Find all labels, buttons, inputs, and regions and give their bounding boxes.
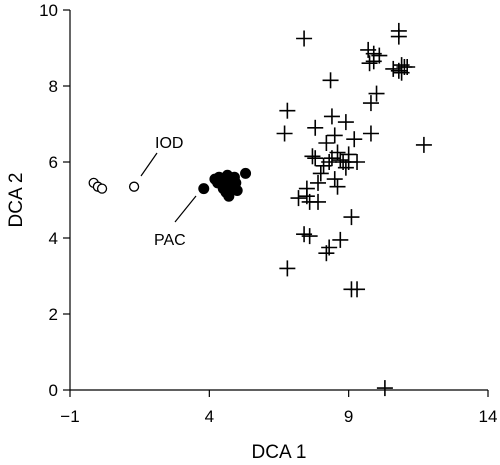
filled-circle-point — [240, 167, 252, 179]
iod-label: IOD — [155, 135, 183, 152]
plus-point — [415, 136, 432, 153]
y-tick-label: 0 — [49, 381, 58, 400]
y-tick-label: 4 — [49, 229, 58, 248]
filled-circle-point — [198, 183, 210, 195]
plus-point — [323, 108, 340, 125]
plus-point — [346, 131, 363, 148]
plus-point — [279, 260, 296, 277]
plus-point — [329, 178, 346, 195]
plus-point — [390, 28, 407, 45]
x-tick-label: 14 — [479, 407, 498, 426]
plus-point — [310, 193, 327, 210]
plus-point — [307, 150, 324, 167]
open-circle-point — [128, 181, 140, 192]
y-axis-title: DCA 2 — [6, 173, 27, 228]
plus-point — [362, 95, 379, 112]
plus-point — [376, 380, 393, 397]
plus-point — [368, 85, 385, 102]
plot-marks — [88, 22, 432, 397]
plus-point — [361, 55, 378, 72]
plus-point — [332, 231, 349, 248]
plus-point — [304, 148, 321, 165]
plus-point — [318, 135, 335, 151]
plus-point — [301, 228, 318, 245]
plus-point — [307, 119, 324, 136]
filled-circle-point — [231, 185, 243, 196]
plus-point — [321, 154, 338, 170]
plus-point — [296, 30, 313, 47]
iod-leader-line — [140, 152, 158, 177]
pac-leader-line — [174, 195, 197, 223]
plus-point — [322, 72, 339, 89]
plus-point — [310, 174, 327, 191]
y-tick-label: 2 — [49, 305, 58, 324]
plus-point — [326, 127, 343, 144]
open-circle-point — [96, 183, 108, 194]
plus-point — [326, 171, 343, 188]
x-axis-title: DCA 1 — [252, 442, 307, 463]
axes: −1 4 9 14 0 2 4 6 8 10 — [39, 1, 497, 426]
plus-point — [312, 165, 329, 182]
x-tick-label: −1 — [60, 407, 79, 426]
plus-point — [279, 102, 296, 119]
annotations: IOD PAC — [140, 135, 197, 249]
y-tick-label: 6 — [49, 153, 58, 172]
y-tick-label: 10 — [39, 1, 58, 20]
plus-point — [349, 281, 366, 298]
y-tick-label: 8 — [49, 77, 58, 96]
plus-point — [290, 190, 307, 207]
x-tick-label: 4 — [205, 407, 214, 426]
plus-point — [371, 47, 388, 64]
plus-point — [329, 144, 346, 161]
plus-point — [337, 114, 354, 131]
plus-point — [349, 154, 366, 170]
plus-point — [321, 239, 338, 256]
plus-point — [362, 125, 379, 142]
plus-point — [343, 209, 360, 226]
pac-label: PAC — [154, 232, 186, 249]
plus-point — [276, 125, 293, 142]
plus-point — [399, 59, 416, 75]
x-tick-label: 9 — [344, 407, 353, 426]
